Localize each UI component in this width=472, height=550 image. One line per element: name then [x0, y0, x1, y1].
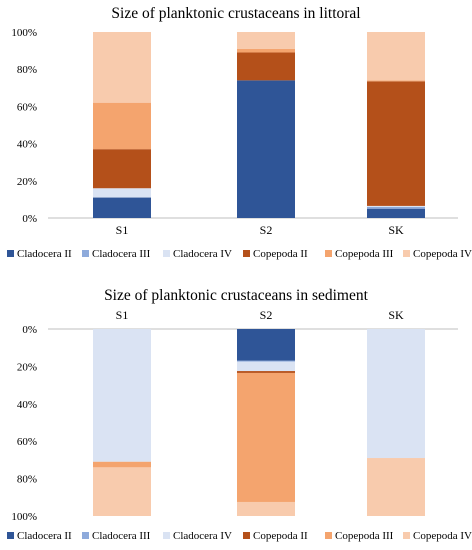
chart-legend: Cladocera II Cladocera III Cladocera IV Cop… — [7, 248, 472, 260]
bar-segment-s1-cladocera-iv — [93, 188, 151, 198]
legend-swatch — [403, 250, 410, 257]
legend-label: Cladocera III — [92, 248, 151, 260]
bar-segment-sk-cladocera-iv — [367, 329, 425, 459]
bar-segment-sk-cladocera-iv — [367, 205, 425, 207]
bar-segment-s1-copepoda-ii — [93, 149, 151, 189]
category-label: S2 — [260, 223, 273, 237]
y-tick-label: 100% — [11, 511, 37, 523]
bar-segment-s2-copepoda-iv — [237, 501, 295, 516]
legend-label: Copepoda III — [335, 530, 394, 542]
bar-segment-s2-cladocera-iv — [237, 361, 295, 372]
y-tick-label: 80% — [17, 64, 37, 76]
littoral-chart: Size of planktonic crustaceans in littor… — [7, 5, 472, 260]
legend-label: Copepoda II — [253, 248, 308, 260]
y-tick-label: 0% — [22, 324, 37, 336]
bar-segment-s1-copepoda-iii — [93, 102, 151, 150]
chart-title: Size of planktonic crustaceans in sedime… — [104, 287, 369, 304]
legend-label: Cladocera IV — [173, 530, 232, 542]
legend-label: Cladocera II — [17, 248, 72, 260]
legend-swatch — [82, 250, 89, 257]
chart-legend: Cladocera II Cladocera III Cladocera IV Cop… — [7, 530, 472, 542]
category-label: S1 — [116, 308, 129, 322]
legend-label: Cladocera III — [92, 530, 151, 542]
bar-segment-sk-cladocera-ii — [367, 208, 425, 218]
y-tick-label: 0% — [22, 213, 37, 225]
bar-segment-s2-copepoda-iii — [237, 372, 295, 502]
y-tick-label: 100% — [11, 27, 37, 39]
bar-segment-sk-copepoda-iii — [367, 80, 425, 82]
y-tick-label: 20% — [17, 361, 37, 373]
y-tick-label: 20% — [17, 176, 37, 188]
y-tick-label: 60% — [17, 101, 37, 113]
bar-segment-s1-copepoda-iii — [93, 461, 151, 468]
legend-label: Copepoda II — [253, 530, 308, 542]
bar-segment-sk-cladocera-iii — [367, 206, 425, 209]
legend-label: Copepoda III — [335, 248, 394, 260]
bar-segment-s2-copepoda-ii — [237, 371, 295, 373]
sediment-chart: Size of planktonic crustaceans in sedime… — [7, 287, 472, 542]
legend-swatch — [7, 250, 14, 257]
y-tick-label: 80% — [17, 474, 37, 486]
legend-swatch — [325, 250, 332, 257]
bar-segment-sk-copepoda-iv — [367, 32, 425, 81]
bar-segment-s2-copepoda-ii — [237, 52, 295, 81]
legend-label: Cladocera IV — [173, 248, 232, 260]
legend-swatch — [82, 532, 89, 539]
y-tick-label: 60% — [17, 436, 37, 448]
legend-swatch — [243, 532, 250, 539]
legend-swatch — [163, 532, 170, 539]
category-label: SK — [388, 223, 404, 237]
legend-swatch — [403, 532, 410, 539]
legend-swatch — [243, 250, 250, 257]
legend-label: Copepoda IV — [413, 530, 472, 542]
y-tick-label: 40% — [17, 139, 37, 151]
bar-segment-s2-cladocera-iii — [237, 360, 295, 362]
bar-segment-sk-copepoda-iv — [367, 458, 425, 516]
bar-segment-sk-copepoda-ii — [367, 81, 425, 206]
category-label: S1 — [116, 223, 129, 237]
legend-label: Cladocera II — [17, 530, 72, 542]
bar-segment-s2-copepoda-iv — [237, 32, 295, 49]
legend-swatch — [325, 532, 332, 539]
bar-segment-s1-copepoda-iv — [93, 32, 151, 103]
category-label: SK — [388, 308, 404, 322]
bar-segment-s2-copepoda-iii — [237, 48, 295, 53]
bar-segment-s2-cladocera-ii — [237, 329, 295, 361]
y-tick-label: 40% — [17, 399, 37, 411]
bar-segment-s2-cladocera-ii — [237, 80, 295, 218]
bar-segment-s1-cladocera-ii — [93, 197, 151, 218]
legend-swatch — [163, 250, 170, 257]
bar-segment-s1-copepoda-iv — [93, 467, 151, 516]
chart-title: Size of planktonic crustaceans in littor… — [111, 5, 360, 22]
legend-label: Copepoda IV — [413, 248, 472, 260]
legend-swatch — [7, 532, 14, 539]
bar-segment-s1-cladocera-iv — [93, 329, 151, 462]
category-label: S2 — [260, 308, 273, 322]
